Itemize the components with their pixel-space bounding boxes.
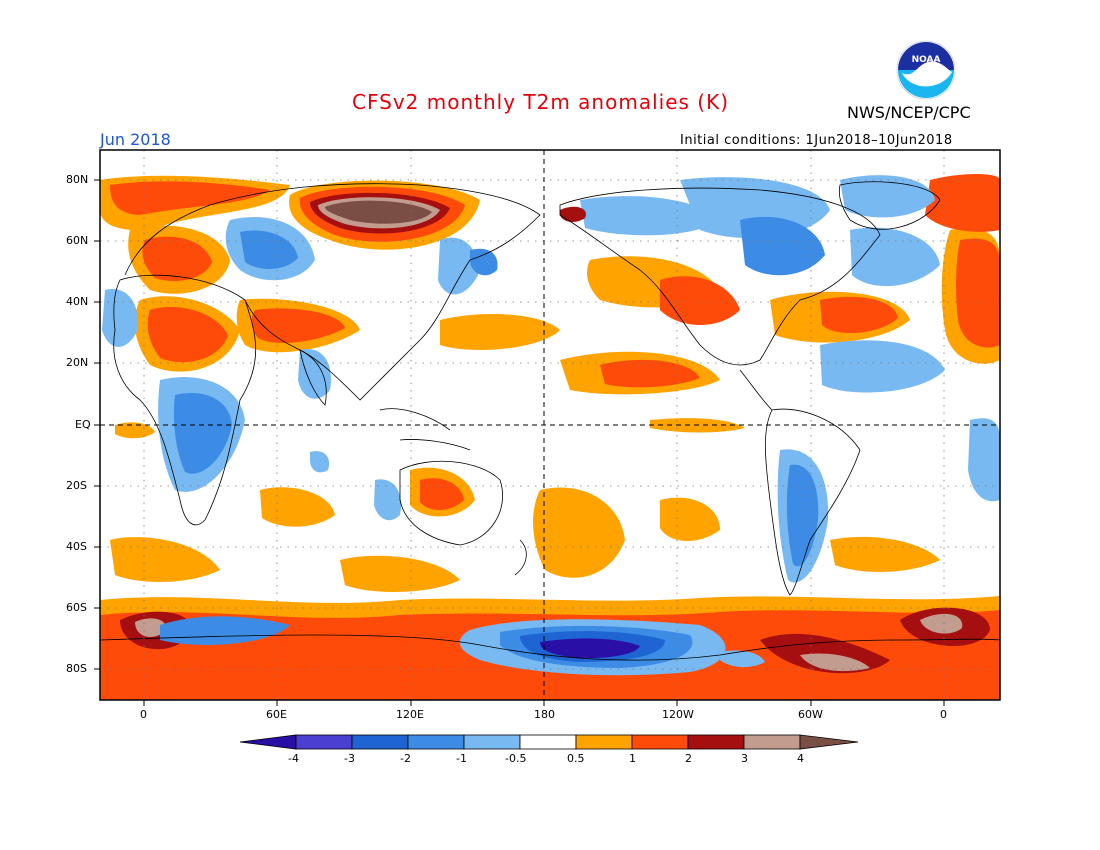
- lat-label: EQ: [75, 418, 91, 431]
- lat-label: 80N: [66, 173, 89, 186]
- noaa-logo: NOAA: [896, 40, 956, 100]
- lat-label: 20S: [66, 479, 87, 492]
- lon-label: 120W: [662, 708, 694, 721]
- lat-label: 60S: [66, 601, 87, 614]
- lon-label: 60E: [266, 708, 287, 721]
- lat-label: 40N: [66, 295, 89, 308]
- colorbar-label: -1: [456, 752, 467, 765]
- colorbar-segment-6: [575, 734, 633, 750]
- colorbar-label: 0.5: [567, 752, 585, 765]
- colorbar-label: 4: [797, 752, 804, 765]
- colorbar-segment-8: [687, 734, 745, 750]
- lon-label: 0: [940, 708, 947, 721]
- colorbar-label: -2: [400, 752, 411, 765]
- colorbar-segment-below-minus4: [239, 734, 297, 750]
- reference-lines: [100, 150, 1000, 700]
- lat-label: 20N: [66, 356, 89, 369]
- lat-label: 40S: [66, 540, 87, 553]
- colorbar-segment-9: [743, 734, 801, 750]
- month-label: Jun 2018: [100, 130, 171, 149]
- lon-label: 180: [534, 708, 555, 721]
- colorbar-segment-5: [519, 734, 577, 750]
- colorbar-segment-4: [463, 734, 521, 750]
- lat-label: 60N: [66, 234, 89, 247]
- colorbar-label: 3: [741, 752, 748, 765]
- colorbar-label: -3: [344, 752, 355, 765]
- graticule: [100, 150, 1000, 700]
- colorbar-label: 2: [685, 752, 692, 765]
- colorbar-label: -4: [288, 752, 299, 765]
- colorbar-segment-2: [351, 734, 409, 750]
- lon-label: 0: [140, 708, 147, 721]
- colorbar: [239, 734, 859, 750]
- colorbar-label: -0.5: [505, 752, 527, 765]
- lon-label: 60W: [798, 708, 823, 721]
- noaa-logo-text: NOAA: [912, 55, 941, 65]
- lat-label: 80S: [66, 662, 87, 675]
- colorbar-segment-3: [407, 734, 465, 750]
- lon-tick-marks: [143, 700, 945, 706]
- colorbar-segment-above-4: [799, 734, 859, 750]
- map-title: CFSv2 monthly T2m anomalies (K): [352, 90, 729, 114]
- agency-label: NWS/NCEP/CPC: [847, 103, 971, 122]
- lat-tick-marks: [94, 179, 100, 670]
- coastlines: [100, 181, 1000, 661]
- colorbar-label: 1: [629, 752, 636, 765]
- initial-conditions-label: Initial conditions: 1Jun2018–10Jun2018: [680, 133, 953, 148]
- colorbar-segment-1: [295, 734, 353, 750]
- colorbar-segment-7: [631, 734, 689, 750]
- lon-label: 120E: [396, 708, 424, 721]
